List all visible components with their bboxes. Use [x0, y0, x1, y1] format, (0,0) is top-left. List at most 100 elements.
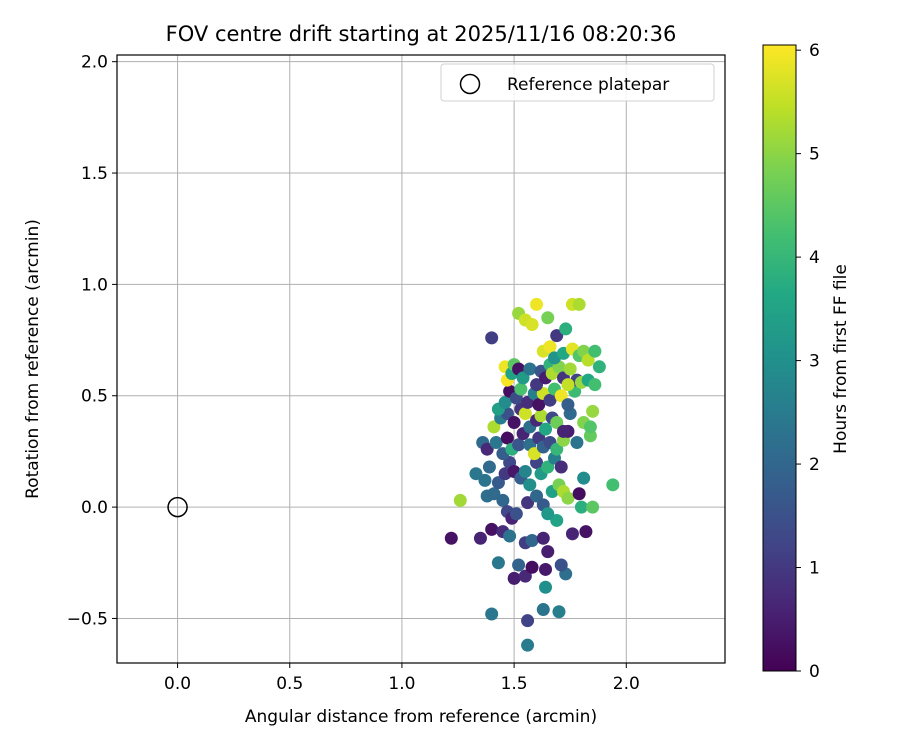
data-point	[487, 420, 501, 434]
x-tick-label: 1.5	[501, 674, 528, 694]
y-tick-label: 0.0	[81, 498, 108, 518]
data-point	[579, 525, 593, 539]
data-point	[498, 395, 512, 409]
legend-marker-icon	[459, 73, 481, 95]
data-point	[512, 558, 526, 572]
data-point	[518, 407, 532, 421]
scatter-points	[444, 297, 620, 652]
legend-label: Reference platepar	[507, 75, 669, 95]
data-point	[523, 478, 537, 492]
data-point	[588, 378, 602, 392]
chart-title: FOV centre drift starting at 2025/11/16 …	[166, 22, 677, 46]
data-point	[550, 329, 564, 343]
data-point	[509, 507, 523, 521]
data-point	[534, 409, 548, 423]
data-point	[583, 429, 597, 443]
colorbar-gradient	[762, 44, 797, 672]
data-point	[536, 531, 550, 545]
data-point	[592, 360, 606, 374]
data-point	[491, 476, 505, 490]
data-point	[541, 460, 555, 474]
data-point	[478, 473, 492, 487]
data-point	[530, 489, 544, 503]
data-point	[556, 424, 570, 438]
y-tick-label: −0.5	[67, 609, 108, 629]
data-point	[485, 331, 499, 345]
data-point	[550, 415, 564, 429]
data-point	[552, 605, 566, 619]
data-point	[565, 527, 579, 541]
data-point	[588, 344, 602, 358]
data-point	[536, 603, 550, 617]
data-point	[530, 378, 544, 392]
data-point	[543, 393, 557, 407]
legend-box	[440, 63, 715, 102]
data-point	[487, 487, 501, 501]
data-point	[574, 500, 588, 514]
data-point	[527, 447, 541, 461]
data-point	[480, 442, 494, 456]
x-tick-label: 0.0	[164, 674, 191, 694]
x-tick-label: 1.0	[388, 674, 415, 694]
y-tick-label: 1.5	[81, 164, 108, 184]
reference-platepar-marker	[167, 496, 188, 518]
data-point	[485, 522, 499, 536]
grid-lines	[117, 55, 725, 663]
data-point	[525, 317, 539, 331]
data-point	[453, 493, 467, 507]
data-point	[525, 560, 539, 574]
data-point	[521, 638, 535, 652]
data-point	[554, 460, 568, 474]
data-point	[561, 398, 575, 412]
y-tick-label: 0.5	[81, 387, 108, 407]
data-point	[512, 438, 526, 452]
data-point	[485, 607, 499, 621]
data-point	[586, 500, 600, 514]
data-point	[489, 436, 503, 450]
data-point	[577, 471, 591, 485]
data-point	[507, 571, 521, 585]
colorbar-label: Hours from first FF file	[831, 264, 851, 454]
y-axis-ticks: −0.5 0.0 0.5 1.0 1.5 2.0	[67, 53, 117, 629]
y-axis-label: Rotation from reference (arcmin)	[23, 219, 43, 499]
data-point	[444, 531, 458, 545]
data-point	[503, 529, 517, 543]
data-point	[521, 496, 535, 510]
data-point	[482, 460, 496, 474]
data-point	[521, 614, 535, 628]
data-point	[491, 556, 505, 570]
data-point	[530, 297, 544, 311]
y-tick-label: 1.0	[81, 275, 108, 295]
data-point	[572, 487, 586, 501]
data-point	[561, 378, 575, 392]
data-point	[572, 297, 586, 311]
data-point	[539, 562, 553, 576]
data-point	[473, 531, 487, 545]
x-tick-label: 2.0	[613, 674, 640, 694]
data-point	[507, 415, 521, 429]
colorbar-tick-label: 6	[809, 41, 820, 61]
colorbar-tick-label: 1	[809, 559, 820, 579]
data-point	[570, 436, 584, 450]
data-point	[518, 464, 532, 478]
data-point	[496, 493, 510, 507]
data-point	[563, 362, 577, 376]
colorbar-tick-label: 5	[809, 145, 820, 165]
data-point	[514, 382, 528, 396]
data-point	[532, 398, 546, 412]
data-point	[516, 371, 530, 385]
data-point	[539, 422, 553, 436]
colorbar-tick-label: 2	[809, 455, 820, 475]
data-point	[541, 311, 555, 325]
data-point	[559, 322, 573, 336]
data-point	[583, 420, 597, 434]
data-point	[550, 442, 564, 456]
data-point	[525, 534, 539, 548]
data-point	[554, 558, 568, 572]
x-tick-label: 0.5	[276, 674, 303, 694]
data-point	[541, 545, 555, 559]
data-point	[586, 404, 600, 418]
data-point	[543, 340, 557, 354]
